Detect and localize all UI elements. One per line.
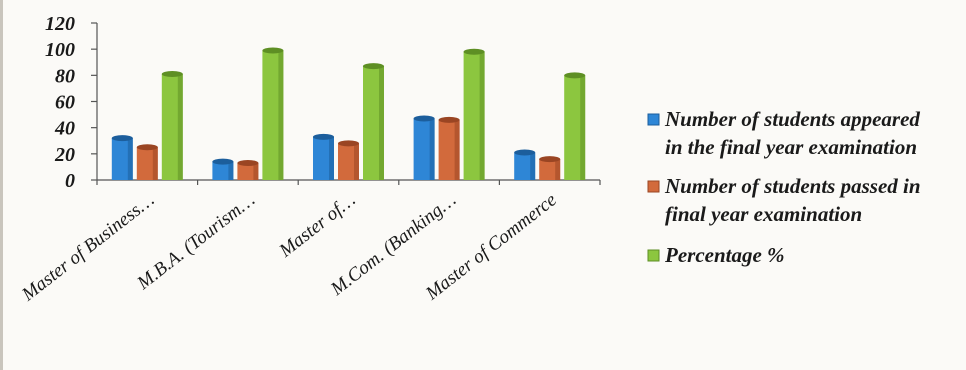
bar-shade <box>429 118 435 180</box>
bar-shade <box>454 119 460 180</box>
bar-2 <box>539 159 561 180</box>
bar-3 <box>463 51 485 181</box>
legend-label-2: Number of students passed in <box>664 174 921 198</box>
bar-1 <box>313 136 334 180</box>
bar-shade <box>530 152 536 180</box>
y-tick-label: 40 <box>54 118 75 140</box>
bar-cap <box>313 133 334 140</box>
bar-cap <box>161 71 183 78</box>
bar-1 <box>413 118 435 180</box>
bar-1 <box>111 138 133 180</box>
bar-1 <box>514 152 536 180</box>
bar-cap <box>262 47 284 54</box>
x-category-label: Master of… <box>275 189 360 262</box>
bar-3 <box>262 50 284 180</box>
legend-swatch-2 <box>647 180 660 193</box>
x-category-label: Master of Business… <box>17 189 158 306</box>
bar-shade <box>354 143 359 180</box>
bar-cap <box>111 135 133 142</box>
y-tick-label: 120 <box>45 13 75 35</box>
bar-cap <box>237 159 259 166</box>
y-tick-label: 80 <box>55 65 75 87</box>
y-tick-label: 100 <box>45 39 75 61</box>
bar-shade <box>228 161 234 180</box>
legend-label-1: Number of students appeared <box>664 107 920 131</box>
page-edge-line <box>0 0 3 370</box>
bar-shade <box>253 162 259 180</box>
legend-label-3: Percentage % <box>664 243 785 267</box>
bar-cap <box>564 72 586 79</box>
bar-3 <box>564 75 586 180</box>
bar-shade <box>479 51 485 181</box>
bar-cap <box>463 48 485 55</box>
legend-swatch-1 <box>647 113 660 126</box>
legend-label-1: in the final year examination <box>665 135 917 159</box>
bar-3 <box>161 74 183 180</box>
bar-cap <box>363 63 384 70</box>
bar-shade <box>278 50 284 180</box>
bar-cap <box>212 158 234 165</box>
y-tick-label: 0 <box>65 170 75 192</box>
bar-2 <box>438 119 460 180</box>
bar-3 <box>363 66 384 180</box>
bar-shade <box>177 74 183 180</box>
bar-cap <box>438 116 460 123</box>
bar-cap <box>136 144 158 151</box>
bar-cap <box>539 156 561 163</box>
bar-2 <box>338 143 359 180</box>
bar-shade <box>580 75 586 180</box>
bar-shade <box>329 136 334 180</box>
bar-shade <box>555 159 561 180</box>
bar-cap <box>413 115 435 122</box>
y-tick-label: 60 <box>55 92 75 114</box>
bar-cap <box>514 149 536 156</box>
bar-1 <box>212 161 234 180</box>
legend-swatch-3 <box>647 249 660 262</box>
y-tick-label: 20 <box>54 144 75 166</box>
bar-cap <box>338 140 359 147</box>
bar-shade <box>152 147 158 180</box>
legend-label-2: final year examination <box>665 202 862 226</box>
bar-2 <box>237 162 259 180</box>
bar-shade <box>379 66 384 180</box>
bar-shade <box>127 138 133 180</box>
bar-2 <box>136 147 158 180</box>
